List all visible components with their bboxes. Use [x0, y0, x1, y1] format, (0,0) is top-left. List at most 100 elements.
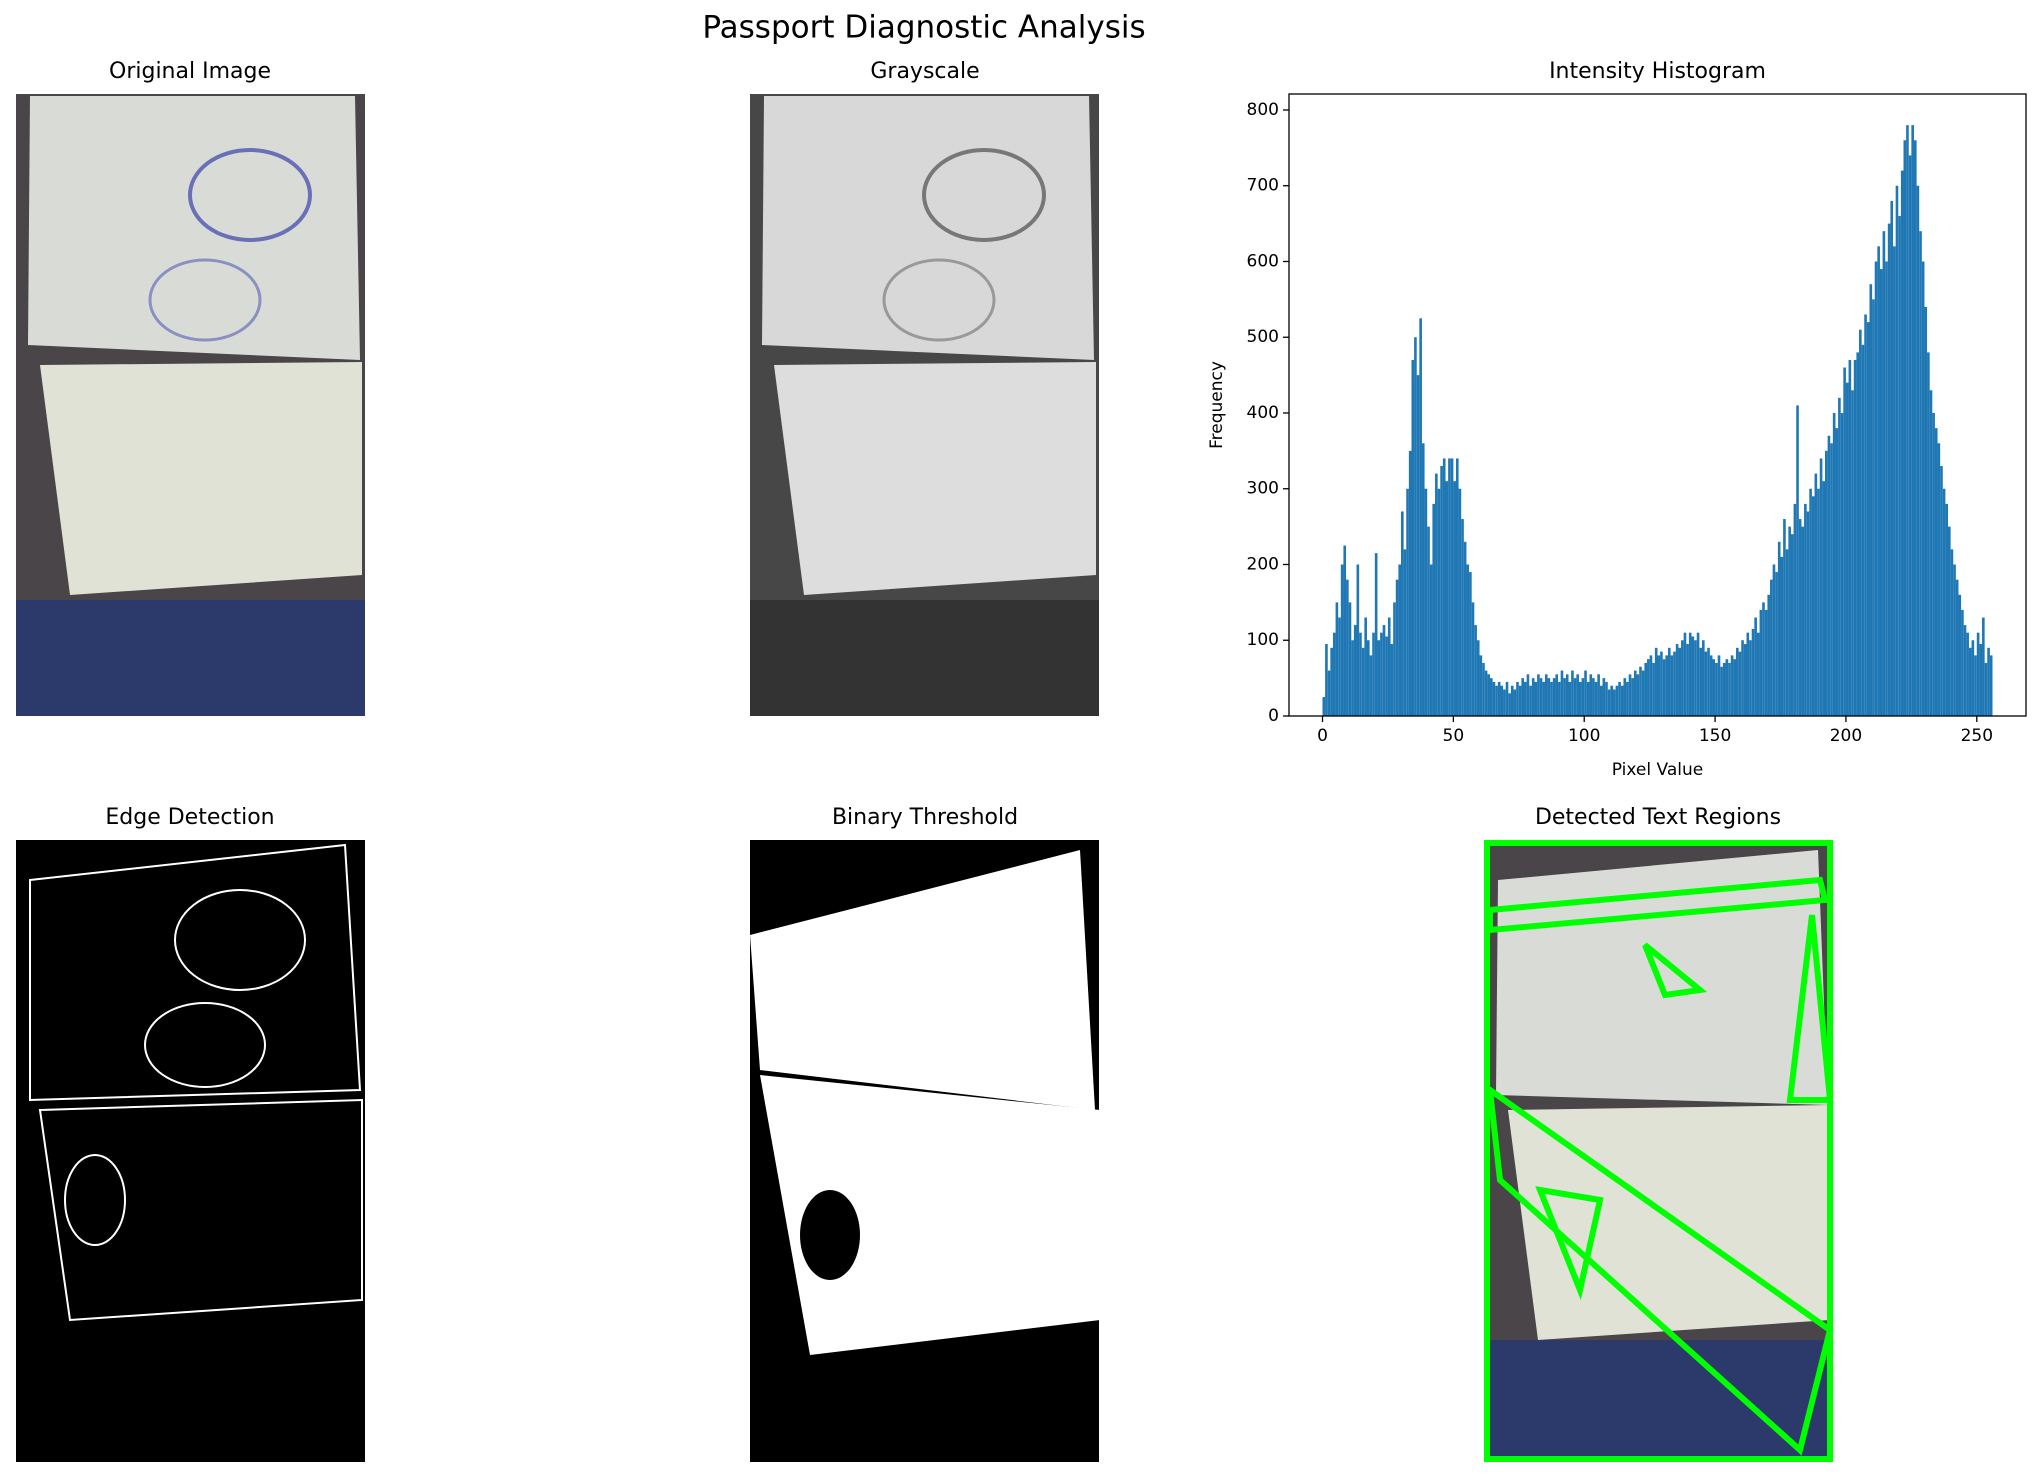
bar	[1374, 553, 1378, 716]
bar	[1979, 644, 1983, 716]
bar	[1581, 678, 1585, 716]
bar	[1555, 674, 1559, 716]
bar	[1720, 666, 1723, 716]
grayscale-image	[750, 94, 1099, 716]
bar	[1505, 681, 1509, 716]
bar	[1636, 674, 1640, 716]
x-tick-label: 0	[1317, 726, 1328, 746]
bar	[1845, 382, 1849, 716]
bar	[1921, 261, 1925, 716]
bar	[1683, 632, 1687, 716]
bar	[1929, 390, 1933, 716]
bar	[1937, 443, 1941, 716]
bar	[1859, 329, 1862, 716]
bar	[1560, 670, 1564, 716]
bar	[1971, 640, 1975, 716]
bar	[1652, 662, 1655, 716]
bar	[1900, 170, 1904, 716]
bar	[1597, 674, 1600, 716]
bar	[1861, 344, 1865, 716]
bar	[1563, 678, 1566, 716]
bar	[1550, 681, 1553, 716]
bar	[1984, 662, 1988, 716]
bar	[1785, 549, 1789, 716]
bar	[1665, 655, 1668, 716]
bar	[1982, 617, 1985, 716]
bar	[1667, 647, 1671, 716]
bar	[1704, 651, 1708, 716]
bar	[1759, 609, 1763, 716]
bar	[1932, 412, 1935, 716]
bar	[1819, 458, 1823, 716]
bar	[1701, 640, 1705, 716]
original-image	[16, 94, 365, 716]
bar	[1610, 685, 1614, 716]
bar	[1942, 488, 1946, 716]
bar	[1893, 246, 1896, 717]
bar	[1503, 689, 1506, 716]
bar	[1691, 636, 1695, 716]
bar	[1641, 670, 1645, 716]
bar	[1393, 602, 1396, 716]
bar	[1741, 640, 1744, 716]
bar	[1618, 681, 1621, 716]
bar	[1338, 617, 1341, 716]
bar	[1733, 659, 1737, 716]
bar	[1458, 488, 1462, 716]
bar	[1751, 628, 1755, 716]
bar	[1775, 572, 1778, 716]
bar	[1445, 481, 1449, 716]
bar	[1696, 632, 1700, 716]
x-axis-label: Pixel Value	[1612, 760, 1703, 780]
bar	[1620, 685, 1624, 716]
y-tick-label: 500	[1247, 327, 1279, 347]
panel-title: Detected Text Regions	[1535, 805, 1781, 830]
bar	[1827, 435, 1831, 716]
bar	[1728, 662, 1731, 716]
bar	[1953, 564, 1956, 716]
bar	[1398, 564, 1402, 716]
bar	[1542, 681, 1545, 716]
bar	[1455, 458, 1459, 716]
x-tick-label: 150	[1699, 726, 1731, 746]
bar	[1890, 200, 1894, 717]
bar	[1490, 678, 1493, 716]
bar	[1482, 662, 1485, 716]
bar	[1424, 488, 1428, 716]
bar	[1335, 602, 1339, 716]
y-tick-label: 100	[1247, 630, 1279, 650]
bar	[1746, 632, 1750, 716]
bar	[1958, 594, 1962, 716]
bar	[1780, 556, 1784, 716]
bar	[1526, 674, 1530, 716]
bar	[1602, 678, 1606, 716]
bar	[1940, 466, 1943, 716]
bar	[1369, 655, 1373, 716]
bar	[1840, 412, 1844, 716]
bar	[1466, 564, 1470, 716]
bar	[1484, 670, 1488, 716]
bar	[1968, 647, 1972, 716]
bar	[1435, 473, 1438, 716]
bar	[1911, 125, 1914, 716]
bar	[1657, 655, 1661, 716]
bar	[1552, 678, 1556, 716]
bar	[1814, 473, 1818, 716]
bar	[1908, 155, 1912, 716]
bar	[1660, 651, 1663, 716]
bar	[1568, 681, 1572, 716]
x-tick-label: 250	[1961, 726, 1993, 746]
bar	[1346, 579, 1349, 716]
bar	[1743, 644, 1747, 716]
bar	[1377, 640, 1381, 716]
bar	[1390, 644, 1394, 716]
bar	[1974, 655, 1977, 716]
bar	[1340, 564, 1344, 716]
bar	[1770, 579, 1773, 716]
figure-title: Passport Diagnostic Analysis	[702, 10, 1145, 46]
bar	[1887, 223, 1891, 716]
bar	[1534, 681, 1538, 716]
bar	[1838, 397, 1841, 716]
bar	[1644, 662, 1648, 716]
bar	[1605, 681, 1608, 716]
